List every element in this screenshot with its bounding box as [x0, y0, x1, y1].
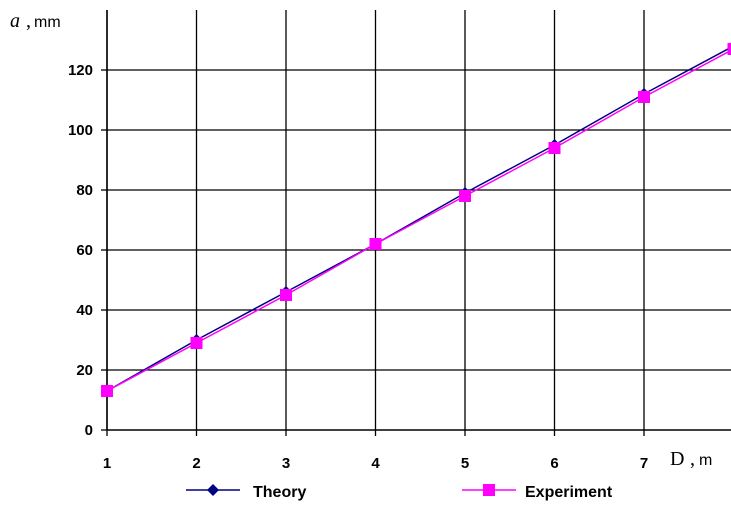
series-experiment: [101, 43, 731, 397]
data-point-experiment: [459, 190, 471, 202]
x-tick-label: 6: [550, 455, 558, 472]
x-axis-separator: ,: [690, 448, 695, 470]
legend: Theory Experiment: [186, 484, 613, 501]
legend-item-theory: Theory: [186, 484, 306, 501]
y-axis-separator: ,: [26, 10, 31, 32]
x-axis-unit: m: [699, 452, 712, 469]
legend-label-theory: Theory: [253, 484, 306, 501]
legend-marker-theory: [207, 484, 219, 496]
tick-labels: 0 20 40 60 80 100 120 1 2 3 4 5 6 7: [68, 62, 648, 472]
legend-item-experiment: Experiment: [462, 484, 613, 501]
data-point-experiment: [101, 385, 113, 397]
legend-marker-experiment: [483, 484, 495, 496]
y-tick-label: 0: [85, 422, 93, 439]
y-axis-symbol: a: [10, 10, 20, 32]
x-tick-label: 7: [640, 455, 648, 472]
y-tick-label: 60: [76, 242, 93, 259]
y-tick-label: 100: [68, 122, 93, 139]
x-tick-label: 1: [103, 455, 111, 472]
x-tick-label: 3: [282, 455, 290, 472]
x-tick-label: 4: [371, 455, 380, 472]
data-point-experiment: [191, 337, 203, 349]
y-tick-label: 40: [76, 302, 93, 319]
y-tick-label: 120: [68, 62, 93, 79]
series-group: [101, 40, 731, 397]
data-point-experiment: [280, 289, 292, 301]
x-tick-label: 5: [461, 455, 469, 472]
y-tick-label: 20: [76, 362, 93, 379]
x-axis-symbol: D: [670, 448, 684, 470]
y-tick-label: 80: [76, 182, 93, 199]
data-point-experiment: [549, 142, 561, 154]
data-point-experiment: [728, 43, 731, 55]
x-tick-label: 2: [192, 455, 200, 472]
data-point-experiment: [638, 91, 650, 103]
legend-label-experiment: Experiment: [525, 484, 613, 501]
data-point-experiment: [370, 238, 382, 250]
y-axis-unit: mm: [34, 14, 61, 31]
